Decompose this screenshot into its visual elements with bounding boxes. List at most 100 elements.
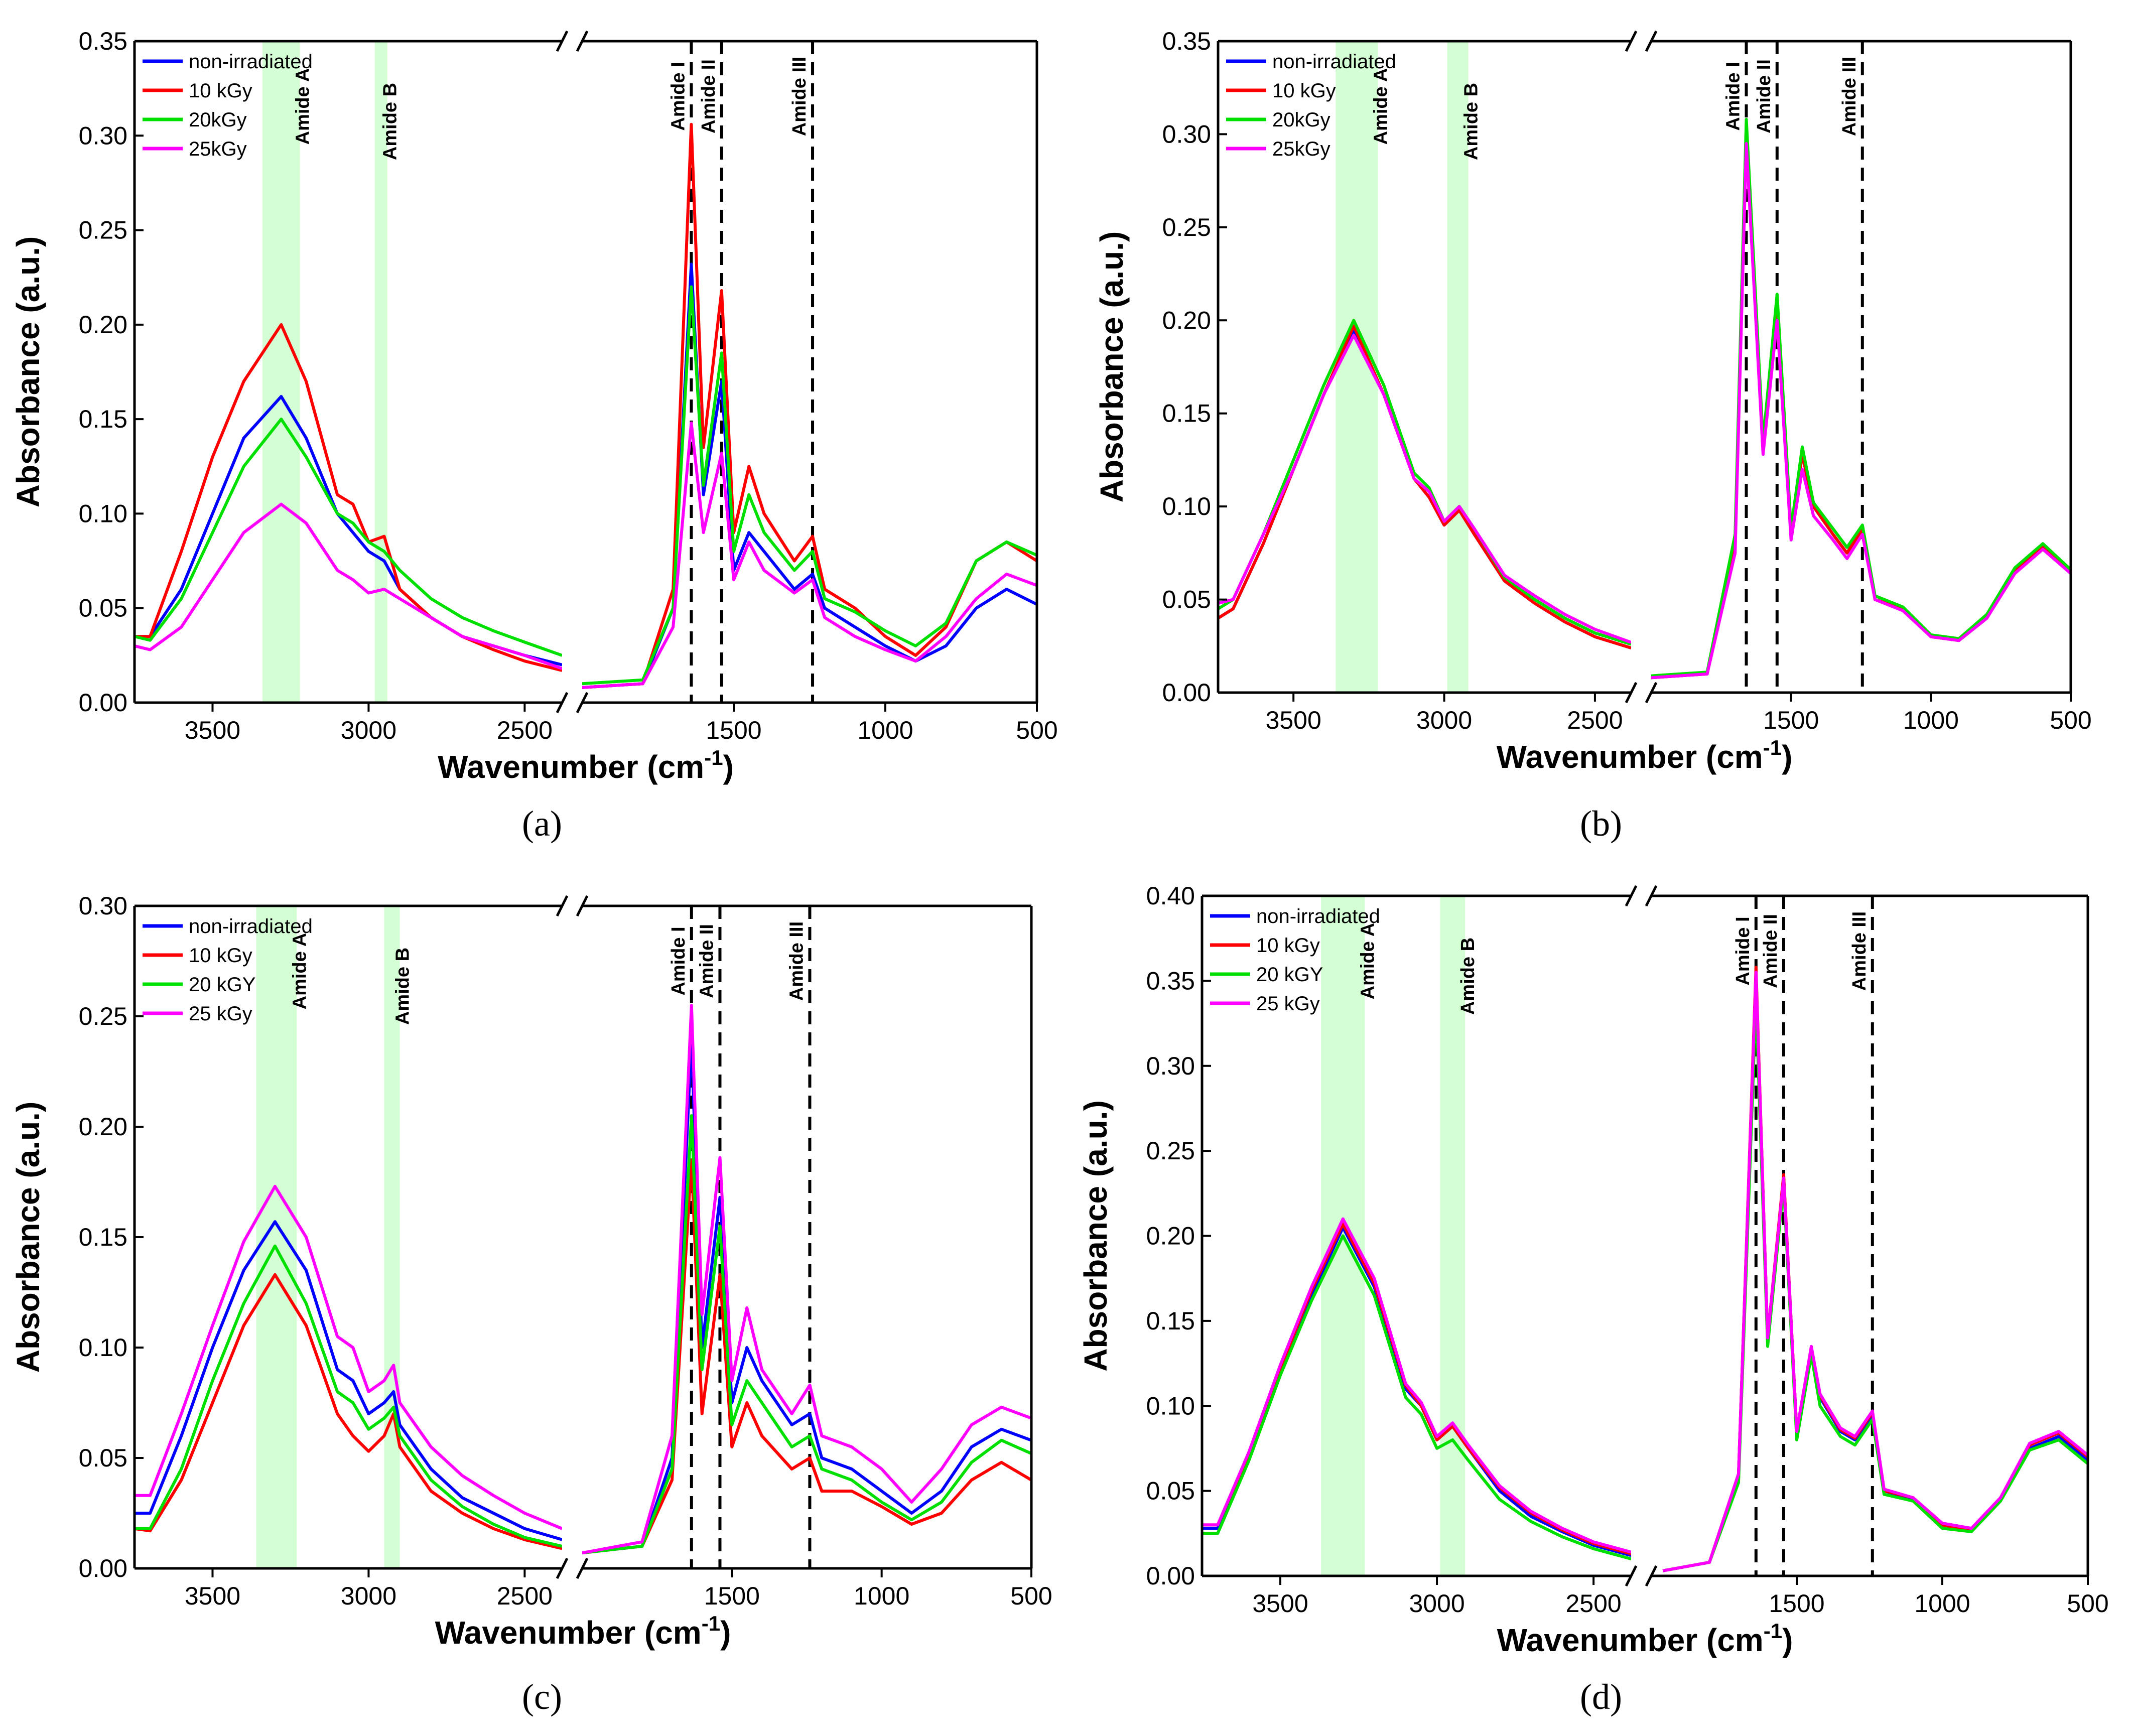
- dashed-line-label: Amide II: [698, 59, 719, 133]
- legend-label: 25kGy: [1272, 138, 1330, 160]
- y-tick-label: 0.05: [1146, 1477, 1195, 1505]
- x-axis-title-superscript: -1: [702, 1612, 720, 1635]
- series-line-right: [582, 1037, 1031, 1555]
- series-line-right: [582, 1158, 1031, 1555]
- y-tick-label: 0.35: [79, 27, 127, 55]
- x-tick-label: 1500: [704, 1582, 760, 1610]
- axis-break-top-1: [556, 895, 569, 917]
- y-tick-label: 0.15: [79, 405, 127, 433]
- x-axis-title-superscript: -1: [1763, 736, 1782, 759]
- panel-caption: (b): [1580, 804, 1622, 844]
- x-tick-label: 3000: [1409, 1589, 1465, 1618]
- series-line-left: [135, 418, 562, 657]
- series-line-right: [582, 421, 1037, 689]
- x-tick-label: 2500: [497, 716, 553, 744]
- x-axis-title-close: ): [723, 749, 734, 785]
- series-line-left: [135, 323, 562, 672]
- x-tick-label: 3000: [341, 716, 396, 744]
- panel-b: Amide A Amide B Amide I Amide II Amide III 0.…: [1094, 27, 2092, 844]
- axis-break-bottom-2: [576, 1557, 589, 1579]
- x-tick-label: 500: [1010, 1582, 1052, 1610]
- y-tick-label: 0.00: [1162, 679, 1211, 707]
- series-line-right: [582, 122, 1037, 689]
- series-line-right: [582, 262, 1037, 689]
- y-tick-label: 0.40: [1146, 882, 1195, 910]
- x-axis-title-main: Wavenumber (cm: [438, 749, 704, 785]
- band-amide-b: [1447, 41, 1469, 693]
- y-tick-label: 0.00: [79, 689, 127, 717]
- x-tick-label: 1000: [1903, 706, 1959, 734]
- y-axis-title: Absorbance (a.u.): [10, 1102, 46, 1373]
- y-tick-label: 0.20: [79, 1113, 127, 1141]
- legend-label: non-irradiated: [189, 915, 313, 938]
- y-tick-label: 0.30: [1162, 120, 1211, 148]
- series-line-right: [1662, 971, 2088, 1572]
- x-tick-label: 1500: [1763, 706, 1819, 734]
- y-axis-title: Absorbance (a.u.): [1078, 1100, 1114, 1372]
- x-tick-label: 3000: [1416, 706, 1472, 734]
- panel-a: Amide A Amide B Amide I Amide II Amide III 0.…: [10, 27, 1058, 844]
- axis-break-top-1: [556, 30, 569, 52]
- y-tick-label: 0.25: [1162, 213, 1211, 241]
- x-tick-label: 3500: [1252, 1589, 1308, 1618]
- y-tick-label: 0.20: [79, 311, 127, 339]
- dashed-line-label: Amide III: [789, 57, 810, 136]
- x-axis-title: Wavenumber (cm-1): [435, 1612, 731, 1651]
- y-tick-label: 0.10: [79, 499, 127, 527]
- y-tick-label: 0.05: [79, 594, 127, 622]
- y-tick-label: 0.10: [1162, 492, 1211, 520]
- legend-label: 10 kGy: [1256, 934, 1320, 957]
- legend-label: 10 kGy: [189, 945, 252, 967]
- legend-label: 20kGy: [189, 109, 247, 131]
- panel-caption: (d): [1580, 1677, 1622, 1717]
- y-axis-title: Absorbance (a.u.): [1094, 231, 1130, 503]
- band-amide-b: [384, 906, 400, 1568]
- band-amide-a: [262, 41, 300, 703]
- dashed-line-label: Amide II: [696, 924, 717, 998]
- dashed-line-label: Amide I: [1722, 62, 1744, 130]
- series-line-left: [1202, 1226, 1631, 1557]
- axis-break-top-2: [1645, 885, 1658, 907]
- legend-label: non-irradiated: [1272, 51, 1396, 73]
- legend-label: 20 kGY: [1256, 964, 1323, 986]
- y-tick-label: 0.25: [79, 216, 127, 244]
- band-label: Amide B: [1457, 938, 1479, 1015]
- legend-label: non-irradiated: [1256, 905, 1380, 927]
- y-tick-label: 0.10: [79, 1333, 127, 1362]
- x-axis-title-main: Wavenumber (cm: [435, 1615, 702, 1651]
- series-line-left: [1202, 1222, 1631, 1555]
- series-line-right: [582, 285, 1037, 686]
- dashed-line-label: Amide III: [1849, 911, 1870, 991]
- y-tick-label: 0.35: [1162, 27, 1211, 55]
- axis-break-bottom-2: [1645, 682, 1658, 704]
- y-tick-label: 0.30: [79, 892, 127, 920]
- axis-break-top-1: [1625, 885, 1638, 907]
- legend-label: 25 kGy: [189, 1003, 252, 1025]
- legend-label: non-irradiated: [189, 51, 313, 73]
- x-tick-label: 3500: [185, 1582, 240, 1610]
- band-label: Amide A: [1370, 68, 1391, 145]
- y-tick-label: 0.25: [1146, 1137, 1195, 1165]
- x-tick-label: 2500: [497, 1582, 553, 1610]
- y-tick-label: 0.05: [79, 1444, 127, 1472]
- dashed-line-label: Amide I: [668, 62, 689, 130]
- x-tick-label: 500: [1016, 716, 1057, 744]
- axis-break-bottom-1: [556, 692, 569, 714]
- y-tick-label: 0.15: [1146, 1307, 1195, 1335]
- x-axis-title-main: Wavenumber (cm: [1497, 1622, 1764, 1658]
- x-tick-label: 3500: [185, 716, 240, 744]
- x-axis-title: Wavenumber (cm-1): [1497, 736, 1793, 775]
- y-tick-label: 0.15: [1162, 399, 1211, 428]
- x-axis-title: Wavenumber (cm-1): [438, 746, 734, 785]
- series-line-left: [135, 395, 562, 666]
- y-tick-label: 0.30: [79, 121, 127, 150]
- x-axis-title-close: ): [720, 1615, 731, 1651]
- axis-break-bottom-1: [1625, 1565, 1638, 1587]
- y-tick-label: 0.15: [79, 1223, 127, 1251]
- dashed-line-label: Amide II: [1760, 914, 1781, 988]
- band-label: Amide A: [1358, 923, 1379, 1000]
- band-amide-a: [256, 906, 297, 1568]
- y-tick-label: 0.05: [1162, 586, 1211, 614]
- legend-label: 10 kGy: [189, 80, 252, 102]
- series-line-right: [582, 1004, 1031, 1555]
